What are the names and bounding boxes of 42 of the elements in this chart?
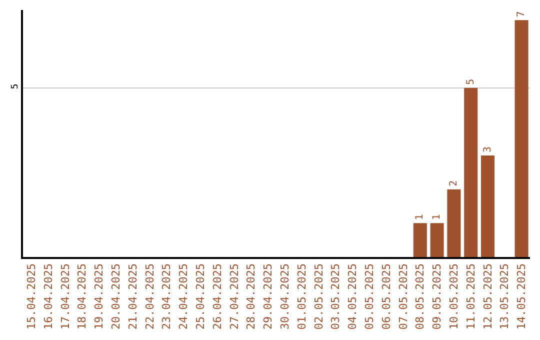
x-tick-label: 10.05.2025: [448, 263, 461, 330]
x-tick-label: 18.04.2025: [76, 263, 89, 330]
x-tick-label: 05.05.2025: [363, 263, 376, 330]
x-tick-label: 24.04.2025: [177, 263, 190, 330]
x-tick-label: 14.05.2025: [515, 263, 528, 330]
data-label: 3: [482, 146, 494, 152]
x-tick-label: 06.05.2025: [380, 263, 393, 330]
data-label: 7: [516, 11, 528, 18]
x-tick-label: 28.04.2025: [244, 263, 258, 330]
bar: [480, 155, 495, 257]
x-tick-label: 04.05.2025: [346, 263, 360, 330]
x-tick-label: 17.04.2025: [58, 263, 72, 330]
x-tick-label: 23.04.2025: [160, 263, 174, 330]
x-tick-label: 30.04.2025: [278, 263, 292, 330]
x-tick-label: 11.05.2025: [464, 263, 478, 330]
bar: [464, 88, 478, 257]
x-tick-label: 01.05.2025: [295, 263, 308, 330]
x-tick-label: 13.05.2025: [498, 263, 512, 330]
x-tick-label: 27.04.2025: [228, 263, 241, 330]
x-tick-label: 03.05.2025: [329, 263, 342, 330]
data-label: 2: [448, 180, 460, 186]
x-tick-label: 07.05.2025: [396, 263, 410, 330]
data-label: 5: [465, 78, 476, 85]
bar: [514, 20, 528, 257]
bar: [430, 223, 444, 257]
x-tick-label: 08.05.2025: [414, 263, 427, 330]
x-tick-label: 21.04.2025: [126, 263, 140, 330]
x-tick-label: 29.04.2025: [262, 263, 275, 330]
x-tick-label: 26.04.2025: [210, 263, 224, 330]
x-tick-label: 20.04.2025: [110, 263, 123, 330]
x-tick-label: 02.05.2025: [312, 263, 326, 330]
x-tick-label: 12.05.2025: [481, 263, 494, 330]
x-tick-label: 15.04.2025: [25, 263, 38, 330]
x-tick-label: 19.04.2025: [92, 263, 106, 330]
x-tick-label: 09.05.2025: [430, 263, 444, 330]
x-tick-label: 22.04.2025: [143, 263, 156, 330]
data-label: 1: [432, 214, 443, 220]
bar: [447, 189, 461, 257]
bar: [413, 223, 427, 257]
x-tick-label: 25.04.2025: [194, 263, 208, 330]
data-label: 1: [414, 214, 426, 220]
x-tick-label: 16.04.2025: [42, 263, 55, 330]
